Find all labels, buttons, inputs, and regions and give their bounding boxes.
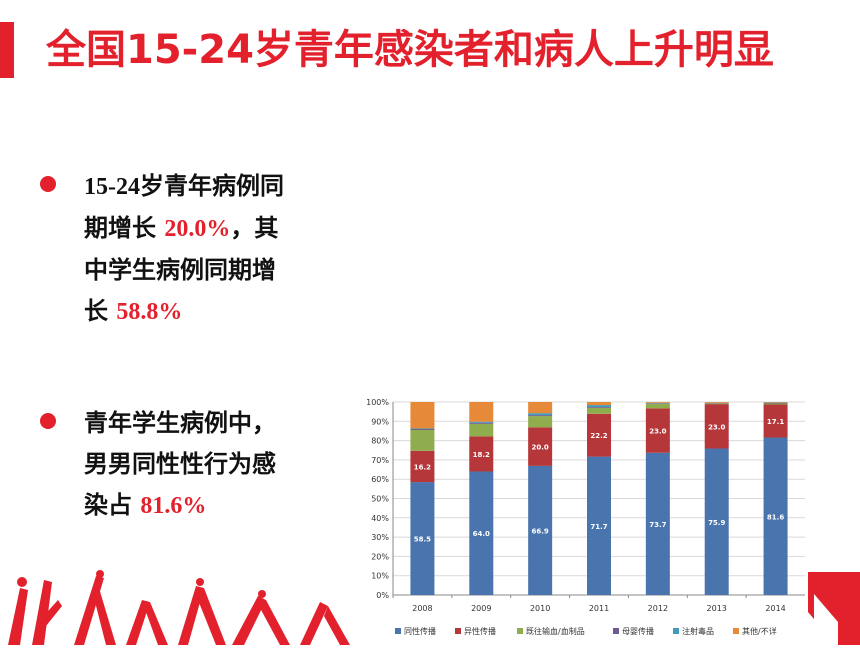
- highlight-figure: 20.0%: [164, 216, 230, 242]
- legend-label: 同性传播: [404, 626, 436, 636]
- legend-label: 其他/不详: [742, 626, 777, 636]
- data-label: 73.7: [649, 521, 666, 529]
- stacked-bar-chart: 0% 10% 20% 30% 40% 50% 60% 70% 80% 90% 100% 58.5 16.…: [355, 390, 815, 645]
- bullet-item-2: 青年学生病例中，男男同性性行为感染占 81.6%: [40, 403, 340, 527]
- bar-segment: [646, 403, 670, 404]
- data-label: 58.5: [414, 536, 431, 544]
- bullet-line: 长 58.8%: [84, 291, 340, 333]
- data-label: 17.1: [767, 418, 784, 426]
- bar-segment: [410, 429, 434, 430]
- bullet-segment: 中学生病例同期增: [84, 256, 276, 284]
- legend-label: 注射毒品: [682, 626, 714, 636]
- red-ribbon-figures-decoration: [0, 570, 360, 645]
- bar-segment: [528, 415, 552, 416]
- bar-segment: [528, 416, 552, 427]
- bar-segment: [587, 407, 611, 408]
- bullet-segment: 长: [84, 297, 116, 325]
- title-accent-bar: [0, 22, 14, 78]
- data-label: 23.0: [649, 428, 666, 436]
- bar-segment: [469, 423, 493, 424]
- y-tick-label: 0%: [376, 591, 389, 600]
- data-label: 18.2: [473, 451, 490, 459]
- slide-title: 全国15-24岁青年感染者和病人上升明显: [46, 22, 774, 78]
- legend-swatch: [673, 628, 679, 634]
- legend-swatch: [517, 628, 523, 634]
- data-label: 71.7: [590, 523, 607, 531]
- y-tick-label: 30%: [371, 533, 389, 542]
- bullet-line: 期增长 20.0%，其: [84, 208, 340, 250]
- bar-segment: [410, 430, 434, 451]
- y-tick-label: 60%: [371, 475, 389, 484]
- data-label: 64.0: [473, 530, 490, 538]
- x-tick-label: 2011: [589, 604, 609, 613]
- bullet-line: 青年学生病例中，: [84, 403, 340, 444]
- bar-segment: [764, 404, 788, 405]
- data-label: 66.9: [532, 527, 549, 535]
- bullet-line: 中学生病例同期增: [84, 250, 340, 291]
- red-ribbon-decoration: [808, 572, 860, 645]
- x-tick-label: 2013: [707, 604, 727, 613]
- bullet-segment: 染占: [84, 491, 140, 519]
- data-label: 23.0: [708, 423, 725, 431]
- bar-segment: [587, 405, 611, 407]
- x-tick-label: 2014: [765, 604, 785, 613]
- bullet-dot-icon: [40, 176, 56, 192]
- x-tick-label: 2012: [648, 604, 668, 613]
- bar-segment: [587, 402, 611, 405]
- legend-label: 既往输血/血制品: [526, 626, 585, 636]
- bar-segment: [764, 402, 788, 403]
- bullet-line: 男男同性性行为感: [84, 444, 340, 485]
- legend-label: 异性传播: [464, 626, 496, 636]
- bullet-dot-icon: [40, 413, 56, 429]
- legend-swatch: [455, 628, 461, 634]
- bar-segment: [410, 428, 434, 429]
- bullet-segment: 男男同性性行为感: [84, 450, 276, 478]
- y-tick-label: 100%: [366, 398, 389, 407]
- bar-segment: [469, 422, 493, 423]
- x-tick-label: 2010: [530, 604, 550, 613]
- legend-swatch: [733, 628, 739, 634]
- legend-label: 母婴传播: [622, 626, 654, 636]
- bullet-item-1: 15-24岁青年病例同期增长 20.0%，其中学生病例同期增长 58.8%: [40, 166, 340, 333]
- bar-segment: [528, 413, 552, 415]
- y-tick-label: 80%: [371, 437, 389, 446]
- bullet-segment: 青年学生病例中，: [84, 409, 276, 437]
- y-tick-label: 90%: [371, 417, 389, 426]
- bar-segment: [705, 402, 729, 403]
- data-label: 75.9: [708, 519, 725, 527]
- x-tick-label: 2008: [412, 604, 432, 613]
- highlight-figure: 58.8%: [116, 299, 182, 325]
- highlight-figure: 81.6%: [140, 493, 206, 519]
- bar-segment: [646, 404, 670, 409]
- bar-segment: [410, 402, 434, 428]
- data-label: 81.6: [767, 513, 784, 521]
- y-tick-label: 10%: [371, 572, 389, 581]
- y-tick-label: 40%: [371, 514, 389, 523]
- bar-segment: [646, 402, 670, 403]
- bullet-segment: 期增长: [84, 214, 164, 242]
- y-tick-label: 50%: [371, 495, 389, 504]
- bullet-line: 15-24岁青年病例同: [84, 166, 340, 208]
- data-label: 16.2: [414, 463, 431, 471]
- bullet-text-2: 青年学生病例中，男男同性性行为感染占 81.6%: [84, 403, 340, 527]
- bullet-segment: 岁青年病例同: [140, 172, 284, 200]
- chart-canvas: 0% 10% 20% 30% 40% 50% 60% 70% 80% 90% 100% 58.5 16.…: [355, 390, 815, 645]
- bullet-segment: 15-24: [84, 174, 140, 200]
- bar-segment: [469, 424, 493, 437]
- x-tick-label: 2009: [471, 604, 491, 613]
- bar-segment: [528, 402, 552, 413]
- data-label: 22.2: [590, 432, 607, 440]
- bar-segment: [587, 408, 611, 414]
- bullet-line: 染占 81.6%: [84, 485, 340, 527]
- data-label: 20.0: [532, 444, 549, 452]
- bar-segment: [469, 402, 493, 422]
- legend-swatch: [395, 628, 401, 634]
- y-tick-label: 20%: [371, 552, 389, 561]
- bullet-text-1: 15-24岁青年病例同期增长 20.0%，其中学生病例同期增长 58.8%: [84, 166, 340, 333]
- legend-swatch: [613, 628, 619, 634]
- y-tick-label: 70%: [371, 456, 389, 465]
- bar-segment: [705, 403, 729, 404]
- bullet-segment: ，其: [230, 214, 278, 242]
- bar-segment: [764, 403, 788, 404]
